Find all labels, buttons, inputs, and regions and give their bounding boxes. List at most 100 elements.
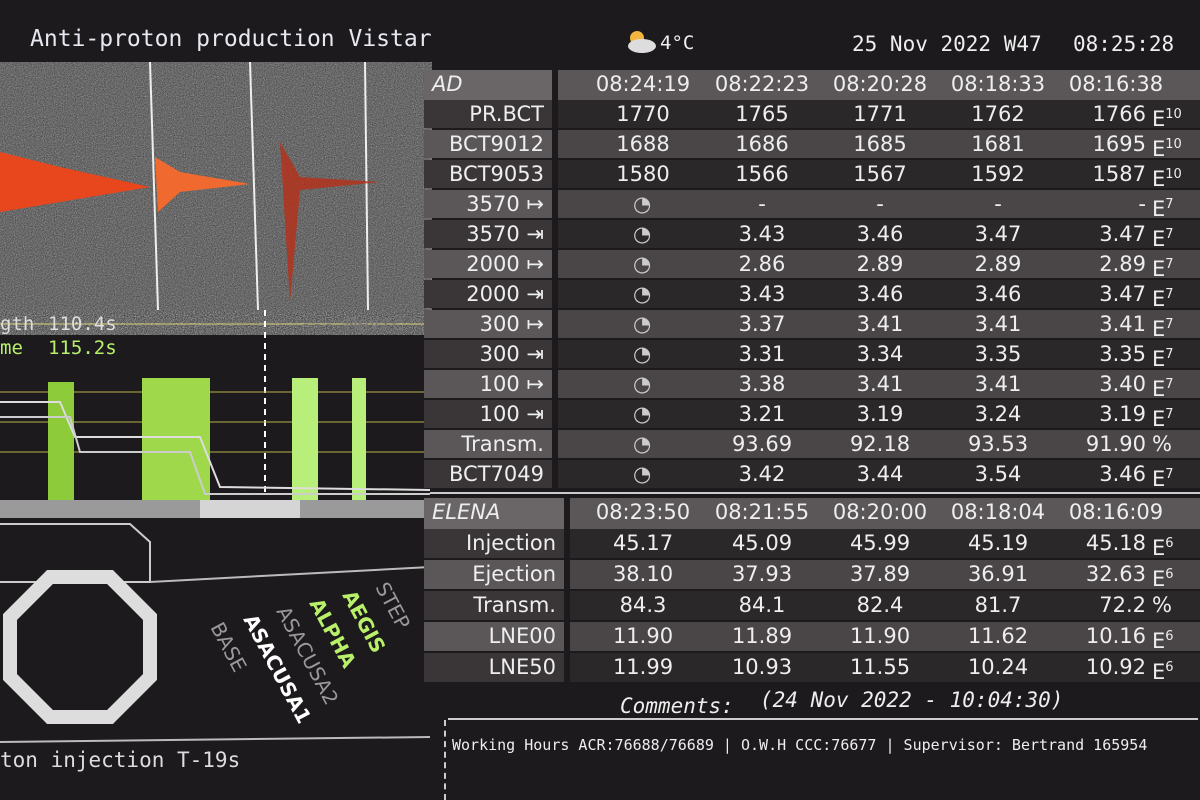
value: 3.24 xyxy=(974,402,1022,426)
value: 45.18 xyxy=(1085,531,1146,555)
value: 10.92 xyxy=(1085,655,1146,679)
row-label: Injection xyxy=(424,529,564,558)
unit-exponent: 6 xyxy=(1165,567,1174,582)
value: 3.35 xyxy=(974,342,1022,366)
row-band xyxy=(570,653,1200,682)
row-band xyxy=(570,529,1200,558)
value: 82.4 xyxy=(856,593,904,617)
value: - xyxy=(1138,192,1146,216)
value: 37.89 xyxy=(849,562,911,586)
value: 3.54 xyxy=(974,462,1022,486)
value: 3.41 xyxy=(856,312,904,336)
value: 2.86 xyxy=(738,252,786,276)
readout-label: gth xyxy=(0,313,34,335)
value: 84.3 xyxy=(619,593,667,617)
value: 45.19 xyxy=(967,531,1029,555)
status-icon: ◔ xyxy=(633,192,652,216)
value: 3.43 xyxy=(738,222,786,246)
value: 32.63 xyxy=(1085,562,1146,586)
row-band xyxy=(558,400,1200,428)
value: 10.24 xyxy=(967,655,1029,679)
value: 1695 xyxy=(1092,132,1146,156)
row-label: Transm. xyxy=(424,591,564,620)
row-label: LNE00 xyxy=(424,622,564,651)
value: 2.89 xyxy=(974,252,1022,276)
row-label: 3570 ⇥ xyxy=(424,220,552,248)
value: 11.89 xyxy=(731,624,793,648)
value: 3.47 xyxy=(974,222,1022,246)
value: 2.89 xyxy=(856,252,904,276)
value: 3.47 xyxy=(1099,222,1146,246)
value: 3.46 xyxy=(856,282,904,306)
unit-exponent: 6 xyxy=(1165,629,1174,644)
unit-exponent: 10 xyxy=(1165,137,1182,152)
row-label: Transm. xyxy=(424,430,552,458)
header-band xyxy=(570,498,1200,529)
unit-exponent: 7 xyxy=(1165,467,1174,482)
row-band xyxy=(558,430,1200,458)
row-label: 2000 ⇥ xyxy=(424,280,552,308)
unit: E10 xyxy=(1152,167,1182,191)
axis-unit: --- MeV/c xyxy=(300,313,403,335)
value: 3.34 xyxy=(856,342,904,366)
value: 72.2 xyxy=(1099,593,1146,617)
temperature: 4°C xyxy=(660,32,695,54)
value: 45.99 xyxy=(849,531,911,555)
row-band xyxy=(558,280,1200,308)
value: 1766 xyxy=(1092,102,1146,126)
value: 3.21 xyxy=(738,402,786,426)
unit: E7 xyxy=(1152,197,1174,221)
unit-exponent: 7 xyxy=(1165,197,1174,212)
value: 3.41 xyxy=(856,372,904,396)
value: 1681 xyxy=(971,132,1025,156)
unit: E6 xyxy=(1152,629,1174,653)
time-header: 08:18:04 xyxy=(950,500,1046,524)
status-icon: ◔ xyxy=(633,402,652,426)
unit-exponent: 7 xyxy=(1165,257,1174,272)
time-header: 08:22:23 xyxy=(714,72,810,96)
unit: E6 xyxy=(1152,567,1174,591)
row-label: LNE50 xyxy=(424,653,564,682)
unit-exponent: 6 xyxy=(1165,660,1174,675)
row-band xyxy=(558,460,1200,488)
status-icon: ◔ xyxy=(633,222,652,246)
header-band xyxy=(558,70,1200,100)
value: 3.19 xyxy=(1099,402,1146,426)
value: 3.37 xyxy=(738,312,786,336)
value: 3.47 xyxy=(1099,282,1146,306)
value: 3.41 xyxy=(974,372,1022,396)
row-label: 3570 ↦ xyxy=(424,190,552,218)
row-band xyxy=(558,130,1200,158)
table-name: AD xyxy=(424,70,552,100)
value: 1566 xyxy=(735,162,789,186)
value: 1762 xyxy=(971,102,1025,126)
value: 3.46 xyxy=(974,282,1022,306)
unit-exponent: 6 xyxy=(1165,536,1174,551)
row-band xyxy=(558,370,1200,398)
value: 1770 xyxy=(616,102,670,126)
unit: E7 xyxy=(1152,377,1174,401)
value: 91.90 xyxy=(1085,432,1146,456)
value: 1587 xyxy=(1092,162,1146,186)
value: 1688 xyxy=(616,132,670,156)
value: 3.31 xyxy=(738,342,786,366)
row-label: PR.BCT xyxy=(424,100,552,128)
row-label: 2000 ↦ xyxy=(424,250,552,278)
time-header: 08:24:19 xyxy=(595,72,691,96)
unit: E6 xyxy=(1152,660,1174,684)
row-band xyxy=(558,190,1200,218)
unit: E7 xyxy=(1152,407,1174,431)
row-band xyxy=(558,250,1200,278)
status-icon: ◔ xyxy=(633,312,652,336)
value: 10.16 xyxy=(1085,624,1146,648)
row-label: BCT9053 xyxy=(424,160,552,188)
value: 3.42 xyxy=(738,462,786,486)
title: Anti-proton production Vistar xyxy=(30,26,432,52)
value: 1567 xyxy=(853,162,907,186)
time-header: 08:16:09 xyxy=(1068,500,1164,524)
time-header: 08:20:28 xyxy=(832,72,928,96)
row-band xyxy=(558,100,1200,128)
unit: E7 xyxy=(1152,227,1174,251)
readout-value: 115.2s xyxy=(48,337,117,359)
value: 3.38 xyxy=(738,372,786,396)
